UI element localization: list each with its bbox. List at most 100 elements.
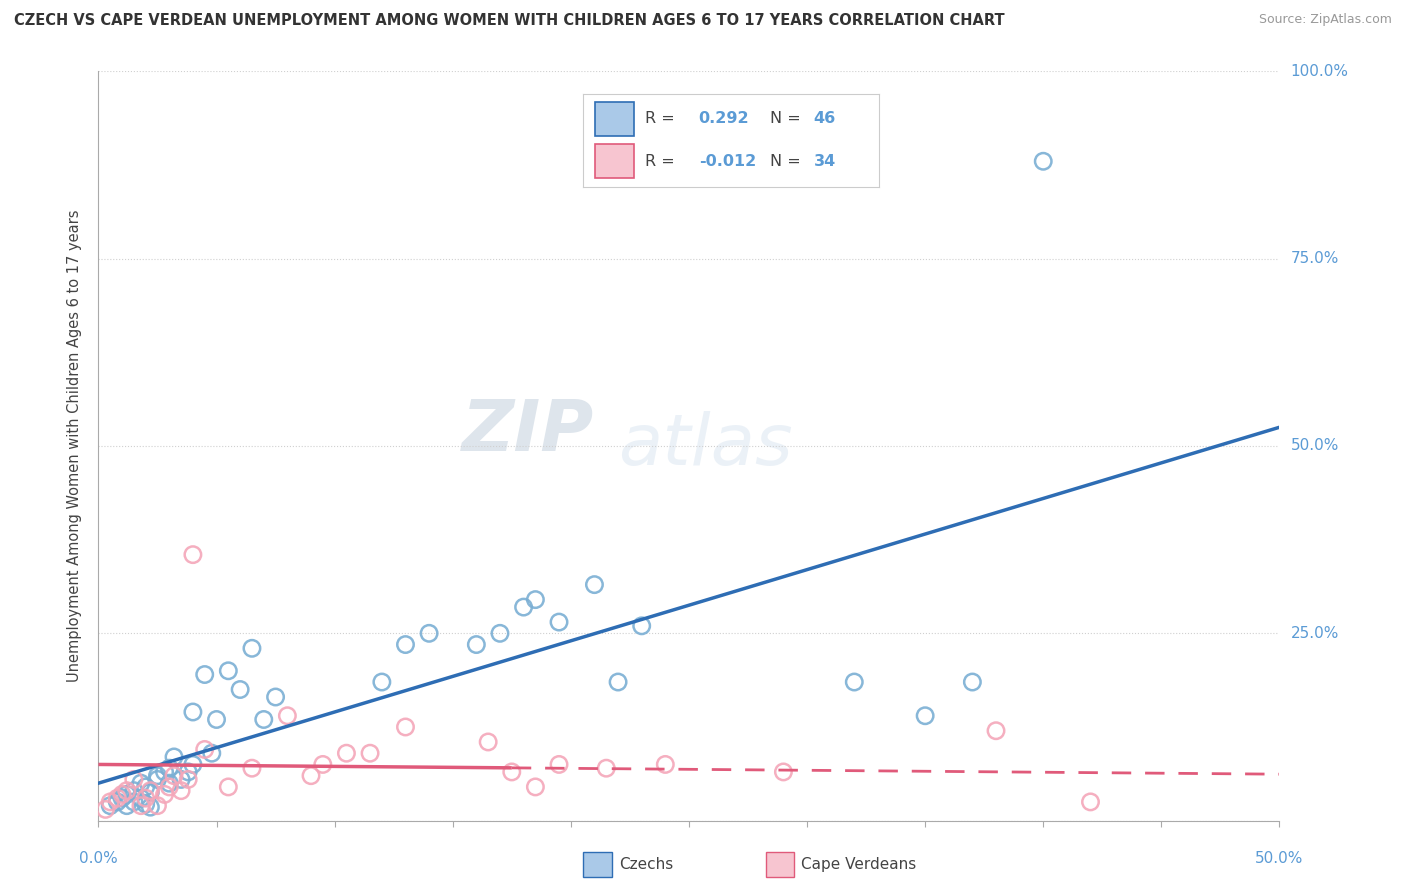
Point [548,615,571,629]
Point [844,675,866,690]
Point [962,675,984,690]
Point [129,798,152,813]
Point [163,769,186,783]
Text: 75.0%: 75.0% [1291,252,1339,266]
Point [181,705,204,719]
Point [217,780,239,794]
Text: 50.0%: 50.0% [1291,439,1339,453]
Point [359,746,381,760]
Point [194,742,217,756]
Point [157,776,180,790]
Point [524,780,547,794]
Point [139,785,162,799]
Point [335,746,357,760]
Point [1032,154,1054,169]
Text: 100.0%: 100.0% [1291,64,1348,78]
Point [122,772,145,787]
Text: 50.0%: 50.0% [1256,851,1303,866]
Point [512,600,534,615]
Point [146,798,169,813]
Point [135,791,157,805]
Text: ZIP: ZIP [463,397,595,466]
Text: Czechs: Czechs [619,857,673,871]
Point [630,619,652,633]
Point [607,675,630,690]
Point [163,750,186,764]
Point [583,577,606,591]
Point [98,798,121,813]
Point [312,757,335,772]
Point [477,735,499,749]
Point [264,690,287,704]
Point [157,780,180,794]
Text: 46: 46 [814,112,837,127]
Point [139,800,162,814]
Point [205,713,228,727]
Point [524,592,547,607]
Point [115,783,138,797]
Y-axis label: Unemployment Among Women with Children Ages 6 to 17 years: Unemployment Among Women with Children A… [67,210,83,682]
Text: R =: R = [645,112,675,127]
Point [177,772,200,787]
Text: N =: N = [769,112,800,127]
Text: Source: ZipAtlas.com: Source: ZipAtlas.com [1258,13,1392,27]
Point [105,791,128,805]
Point [201,746,224,760]
Point [276,708,298,723]
Text: -0.012: -0.012 [699,153,756,169]
Point [240,761,263,775]
Text: R =: R = [645,153,675,169]
Point [181,548,204,562]
Point [146,769,169,783]
Point [129,776,152,790]
Point [501,764,523,779]
Point [139,783,162,797]
Point [217,664,239,678]
Text: 34: 34 [814,153,837,169]
Point [181,757,204,772]
Point [111,788,134,802]
Point [654,757,676,772]
Point [105,795,128,809]
Point [548,757,571,772]
Point [170,772,193,787]
Point [299,769,322,783]
Text: 0.0%: 0.0% [79,851,118,866]
Point [489,626,512,640]
Point [240,641,263,656]
Point [122,795,145,809]
Point [98,795,121,809]
Point [170,783,193,797]
Point [115,788,138,802]
Point [194,667,217,681]
Point [135,797,157,812]
Point [394,720,416,734]
Point [94,802,117,816]
Point [229,682,252,697]
Text: 25.0%: 25.0% [1291,626,1339,640]
Point [772,764,794,779]
Text: 0.292: 0.292 [699,112,749,127]
Text: CZECH VS CAPE VERDEAN UNEMPLOYMENT AMONG WOMEN WITH CHILDREN AGES 6 TO 17 YEARS : CZECH VS CAPE VERDEAN UNEMPLOYMENT AMONG… [14,13,1005,29]
Point [371,675,394,690]
Point [394,638,416,652]
Text: atlas: atlas [619,411,793,481]
Point [418,626,440,640]
Point [914,708,936,723]
FancyBboxPatch shape [595,102,634,136]
Point [129,791,152,805]
Point [146,772,169,787]
Point [1080,795,1102,809]
Point [984,723,1007,738]
Point [253,713,276,727]
Point [177,764,200,779]
Point [111,791,134,805]
Point [465,638,488,652]
Point [153,764,176,779]
FancyBboxPatch shape [595,145,634,178]
Point [153,788,176,802]
Point [135,780,157,794]
Point [122,783,145,797]
Point [595,761,617,775]
Point [157,761,180,775]
